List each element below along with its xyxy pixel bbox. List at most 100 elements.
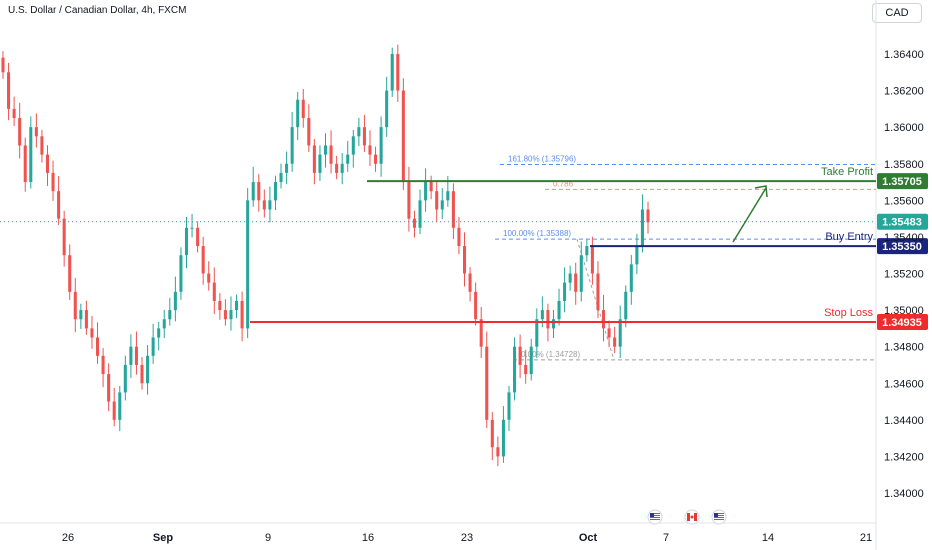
flag-stripe xyxy=(650,517,660,518)
y-tick-label: 1.36000 xyxy=(884,122,924,134)
candle-body xyxy=(462,246,467,274)
candle-body xyxy=(240,300,244,329)
candle-body xyxy=(529,346,533,375)
candle-body xyxy=(90,328,94,338)
price-tag-label: 1.35705 xyxy=(882,176,922,188)
us-flag-icon[interactable] xyxy=(647,509,663,525)
candle-body xyxy=(474,291,478,320)
y-tick-label: 1.35800 xyxy=(884,159,924,171)
candle-body xyxy=(7,72,11,109)
canada-flag-icon[interactable] xyxy=(684,509,700,525)
candle-body xyxy=(546,310,550,329)
candle-body xyxy=(45,154,50,173)
candle-body xyxy=(346,154,350,164)
candle-body xyxy=(585,246,589,256)
candle-body xyxy=(640,209,644,247)
candle-body xyxy=(329,145,333,164)
candle-body xyxy=(212,282,216,301)
candle-body xyxy=(73,291,77,320)
candle-body xyxy=(307,118,311,146)
y-tick-label: 1.34600 xyxy=(884,378,924,390)
candle-body xyxy=(613,337,617,347)
price-tag xyxy=(877,238,928,255)
y-tick-label: 1.34800 xyxy=(884,342,924,354)
x-tick-label: 14 xyxy=(762,532,774,544)
flag-canton xyxy=(714,513,718,517)
candle-body xyxy=(1,57,5,73)
candle-body xyxy=(301,99,305,119)
maple-leaf xyxy=(690,515,694,519)
candle-body xyxy=(29,127,33,183)
candle-body xyxy=(57,191,61,219)
flag-stripe xyxy=(714,515,724,516)
candle-body xyxy=(235,300,239,311)
candle-body xyxy=(574,273,578,292)
currency-button[interactable]: CAD xyxy=(872,3,922,23)
candle-body xyxy=(123,364,127,393)
x-tick-label: 7 xyxy=(663,532,669,544)
candle-body xyxy=(12,108,16,119)
candle-body xyxy=(446,191,450,201)
candle-body xyxy=(513,346,517,393)
candle-body xyxy=(579,255,583,292)
candle-body xyxy=(40,136,44,155)
candle-body xyxy=(368,145,372,155)
flag-stripe xyxy=(650,515,660,516)
candle-body xyxy=(362,127,366,146)
candle-body xyxy=(162,319,166,329)
x-tick-label: Sep xyxy=(153,532,173,544)
fib-level-label: 0.786 xyxy=(553,179,574,188)
candle-body xyxy=(551,319,556,329)
flag-stripe xyxy=(694,513,697,521)
candle-body xyxy=(596,273,600,311)
us-flag-icon[interactable] xyxy=(711,509,727,525)
candle-body xyxy=(535,319,539,347)
candle-body xyxy=(479,319,483,347)
candle-body xyxy=(457,227,461,247)
candle-body xyxy=(490,419,494,448)
candle-body xyxy=(312,145,316,173)
price-tag-label: 1.35350 xyxy=(882,241,922,253)
candle-body xyxy=(296,99,300,128)
candle-body xyxy=(540,310,544,320)
candle-body xyxy=(379,127,383,164)
projection-arrow-head xyxy=(754,185,768,198)
candle-body xyxy=(173,291,177,311)
candle-body xyxy=(168,310,172,320)
candle-body xyxy=(157,328,161,338)
candle-body xyxy=(607,328,611,338)
candle-body xyxy=(151,337,155,356)
candle-body xyxy=(407,182,411,219)
candle-body xyxy=(351,136,355,155)
candle-body xyxy=(501,419,505,457)
candle-body xyxy=(223,310,227,320)
x-tick-label: Oct xyxy=(579,532,598,544)
candle-body xyxy=(424,182,428,201)
candle-body xyxy=(429,182,433,192)
candle-body xyxy=(95,337,100,356)
candle-body xyxy=(101,355,105,375)
candle-body xyxy=(134,346,138,365)
candle-body xyxy=(184,227,189,256)
x-tick-label: 9 xyxy=(265,532,271,544)
y-tick-label: 1.36400 xyxy=(884,49,924,61)
candle-body xyxy=(635,246,639,265)
candle-body xyxy=(624,291,628,320)
candle-body xyxy=(323,145,328,155)
candle-body xyxy=(18,118,22,146)
candle-body xyxy=(201,246,205,274)
flag-stripe xyxy=(714,517,724,518)
current-price-tag xyxy=(877,213,928,230)
level-label: Take Profit xyxy=(821,166,873,178)
projection-arrow-line xyxy=(732,187,767,243)
candle-body xyxy=(507,392,511,420)
candle-body xyxy=(246,200,250,329)
candle-body xyxy=(34,127,38,137)
level-label: Buy Entry xyxy=(825,231,873,243)
y-tick-label: 1.35200 xyxy=(884,269,924,281)
candle-body xyxy=(401,90,405,183)
flag-stripe xyxy=(714,513,724,514)
candle-body xyxy=(140,364,144,384)
candle-body xyxy=(190,227,194,229)
